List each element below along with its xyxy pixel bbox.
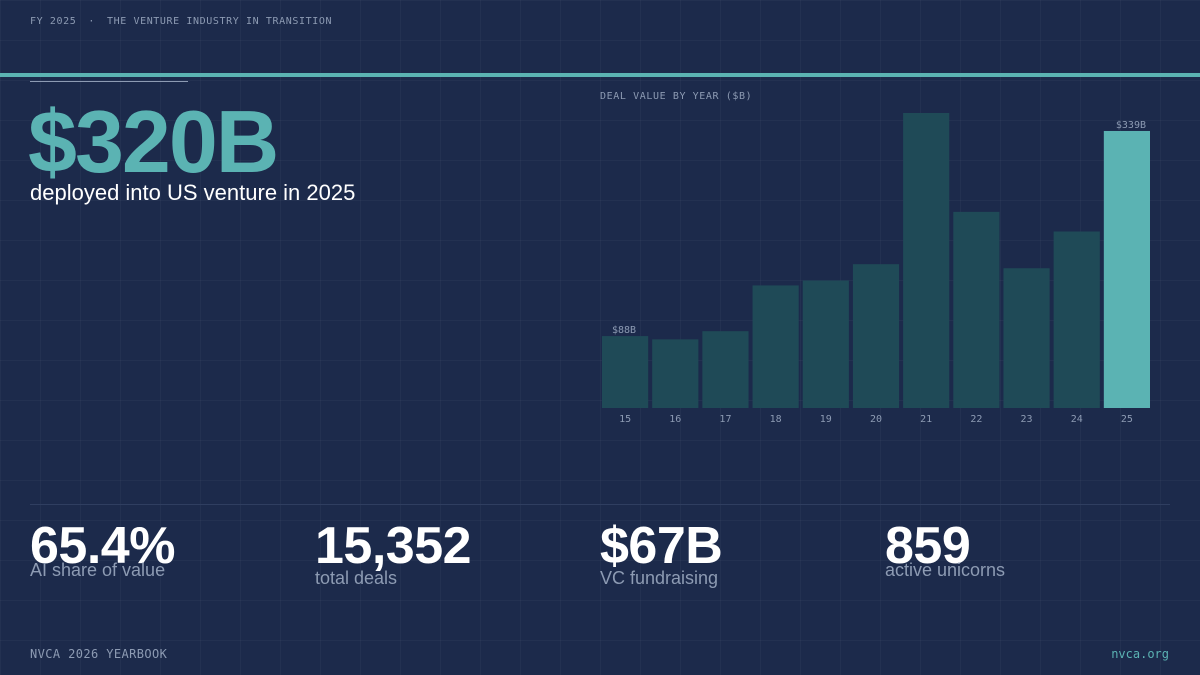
bar-24 bbox=[1053, 231, 1100, 408]
header-kicker: FY 2025 · THE VENTURE INDUSTRY IN TRANSITI… bbox=[30, 16, 332, 27]
x-tick-label: 17 bbox=[719, 414, 731, 425]
bar-20 bbox=[852, 264, 900, 408]
x-tick-label: 23 bbox=[1021, 414, 1033, 425]
hero-caption: deployed into US venture in 2025 bbox=[30, 180, 356, 205]
header-period: FY 2025 bbox=[30, 16, 77, 27]
stat-label: active unicorns bbox=[885, 560, 1006, 580]
bar-22 bbox=[953, 211, 1000, 408]
stats-divider bbox=[30, 504, 1170, 505]
short-rule bbox=[30, 81, 188, 82]
chart-x-ticks: 15 16 17 18 19 20 21 22 23 24 25 bbox=[619, 414, 1133, 425]
bar-19 bbox=[802, 280, 849, 408]
x-tick-label: 16 bbox=[669, 414, 681, 425]
header-subtitle: THE VENTURE INDUSTRY IN TRANSITION bbox=[106, 16, 333, 27]
stat-label: total deals bbox=[315, 568, 398, 588]
bar-18 bbox=[752, 285, 799, 408]
x-tick-label: 22 bbox=[970, 414, 982, 425]
bar-16 bbox=[652, 339, 699, 408]
stat-active-unicorns: 859 active unicorns bbox=[885, 520, 1005, 579]
x-tick-label: 21 bbox=[920, 414, 932, 425]
x-tick-label: 20 bbox=[870, 414, 882, 425]
footer-link[interactable]: nvca.org bbox=[1111, 647, 1169, 661]
data-label: $339B bbox=[1116, 120, 1146, 131]
bar-15 bbox=[602, 336, 649, 408]
header-separator: · bbox=[88, 16, 95, 27]
bar-23 bbox=[1003, 268, 1050, 408]
bar-25 bbox=[1103, 130, 1150, 408]
x-tick-label: 25 bbox=[1121, 414, 1133, 425]
data-label: $88B bbox=[612, 325, 636, 336]
chart-bars bbox=[602, 113, 1150, 408]
stat-value: $67B bbox=[600, 517, 723, 575]
x-tick-label: 18 bbox=[770, 414, 782, 425]
stat-label: VC fundraising bbox=[600, 568, 719, 588]
stat-value: 65.4% bbox=[30, 517, 175, 575]
chart-title: DEAL VALUE BY YEAR ($B) bbox=[600, 91, 752, 102]
x-tick-label: 15 bbox=[619, 414, 631, 425]
stat-value: 15,352 bbox=[315, 517, 472, 575]
bar-17 bbox=[702, 331, 749, 408]
bar-21 bbox=[903, 113, 950, 408]
stat-vc-fundraising: $67B VC fundraising bbox=[600, 517, 723, 588]
stat-ai-share: 65.4% AI share of value bbox=[30, 520, 175, 579]
x-tick-label: 19 bbox=[820, 414, 832, 425]
chart-data-labels: $88B $339B bbox=[612, 120, 1146, 336]
x-tick-label: 24 bbox=[1071, 414, 1083, 425]
stat-total-deals: 15,352 total deals bbox=[315, 517, 472, 588]
stat-label: AI share of value bbox=[30, 560, 166, 580]
hero-value: $320B bbox=[28, 92, 279, 191]
footer-publication: NVCA 2026 YEARBOOK bbox=[30, 647, 168, 661]
stat-value: 859 bbox=[885, 517, 971, 575]
accent-rule bbox=[0, 73, 1200, 77]
